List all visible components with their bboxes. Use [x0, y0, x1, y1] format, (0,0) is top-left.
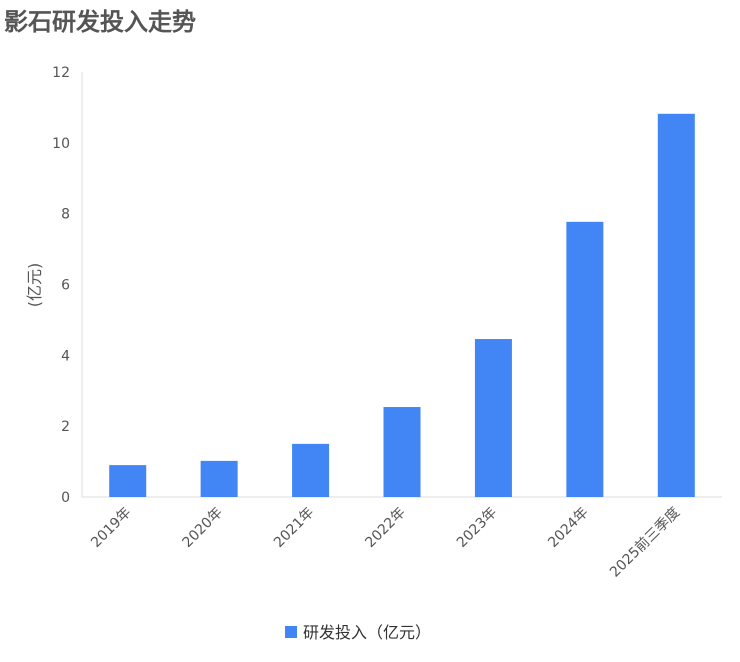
x-tick-label: 2021年	[271, 505, 317, 551]
y-tick-label: 8	[61, 207, 70, 223]
x-tick-label: 2025前三季度	[606, 504, 683, 581]
y-tick-label: 4	[61, 348, 70, 364]
chart-title: 影石研发投入走势	[4, 8, 196, 36]
y-tick-label: 0	[61, 490, 70, 506]
bar	[383, 407, 421, 497]
bar	[200, 460, 238, 497]
bar	[292, 443, 330, 497]
y-tick-label: 12	[52, 65, 70, 81]
bar	[566, 221, 604, 497]
y-tick-label: 6	[61, 278, 70, 294]
legend-label: 研发投入（亿元）	[303, 623, 431, 642]
legend-swatch	[285, 626, 297, 638]
y-axis-label: (亿元)	[25, 263, 44, 308]
bar	[657, 113, 695, 498]
y-tick-label: 10	[52, 136, 70, 152]
bar	[109, 465, 147, 497]
x-tick-label: 2024年	[545, 505, 591, 551]
x-tick-label: 2022年	[362, 505, 408, 551]
x-tick-label: 2019年	[88, 505, 134, 551]
x-tick-label: 2023年	[454, 505, 500, 551]
x-tick-label: 2020年	[180, 505, 226, 551]
y-tick-label: 2	[61, 419, 70, 435]
bar	[474, 339, 512, 497]
